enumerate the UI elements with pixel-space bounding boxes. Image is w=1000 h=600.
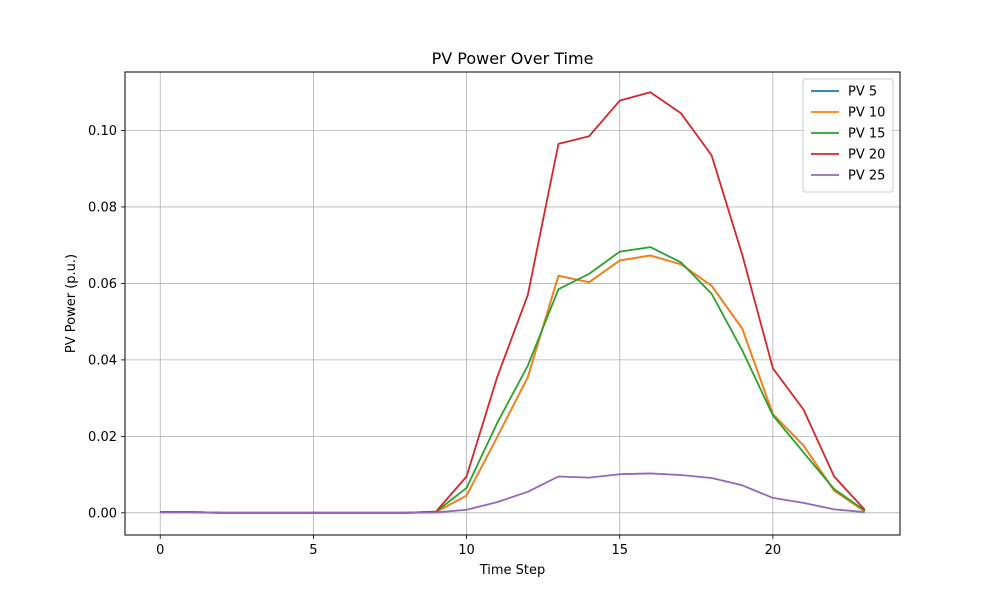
grid (125, 72, 900, 535)
legend: PV 5 PV 10 PV 15 PV 20 PV 25 (802, 78, 894, 193)
x-tick-label: 10 (458, 543, 475, 558)
y-tick-label: 0.08 (88, 200, 117, 215)
y-tick-label: 0.00 (88, 506, 117, 521)
x-tick-label: 5 (309, 543, 317, 558)
series-line-pv-25 (160, 472, 865, 514)
y-tick-label: 0.10 (88, 124, 117, 139)
ticks: 0 5 10 15 20 0.00 0.02 0.04 0.06 0.08 0.10 (88, 124, 781, 558)
chart-title: PV Power Over Time (432, 49, 594, 68)
legend-label: PV 25 (848, 169, 885, 184)
legend-label: PV 10 (848, 106, 885, 121)
plot-frame (124, 71, 901, 536)
legend-label: PV 15 (848, 127, 885, 142)
legend-label: PV 20 (848, 148, 885, 163)
x-tick-label: 0 (156, 543, 164, 558)
y-tick-label: 0.06 (88, 277, 117, 292)
y-axis-title: PV Power (p.u.) (64, 254, 79, 353)
y-tick-label: 0.02 (88, 430, 117, 445)
legend-label: PV 5 (848, 85, 877, 100)
y-tick-label: 0.04 (88, 353, 117, 368)
x-tick-label: 15 (611, 543, 628, 558)
series-layer (160, 91, 866, 514)
x-axis-title: Time Step (479, 563, 546, 578)
x-tick-label: 20 (765, 543, 782, 558)
legend-box (802, 78, 894, 193)
